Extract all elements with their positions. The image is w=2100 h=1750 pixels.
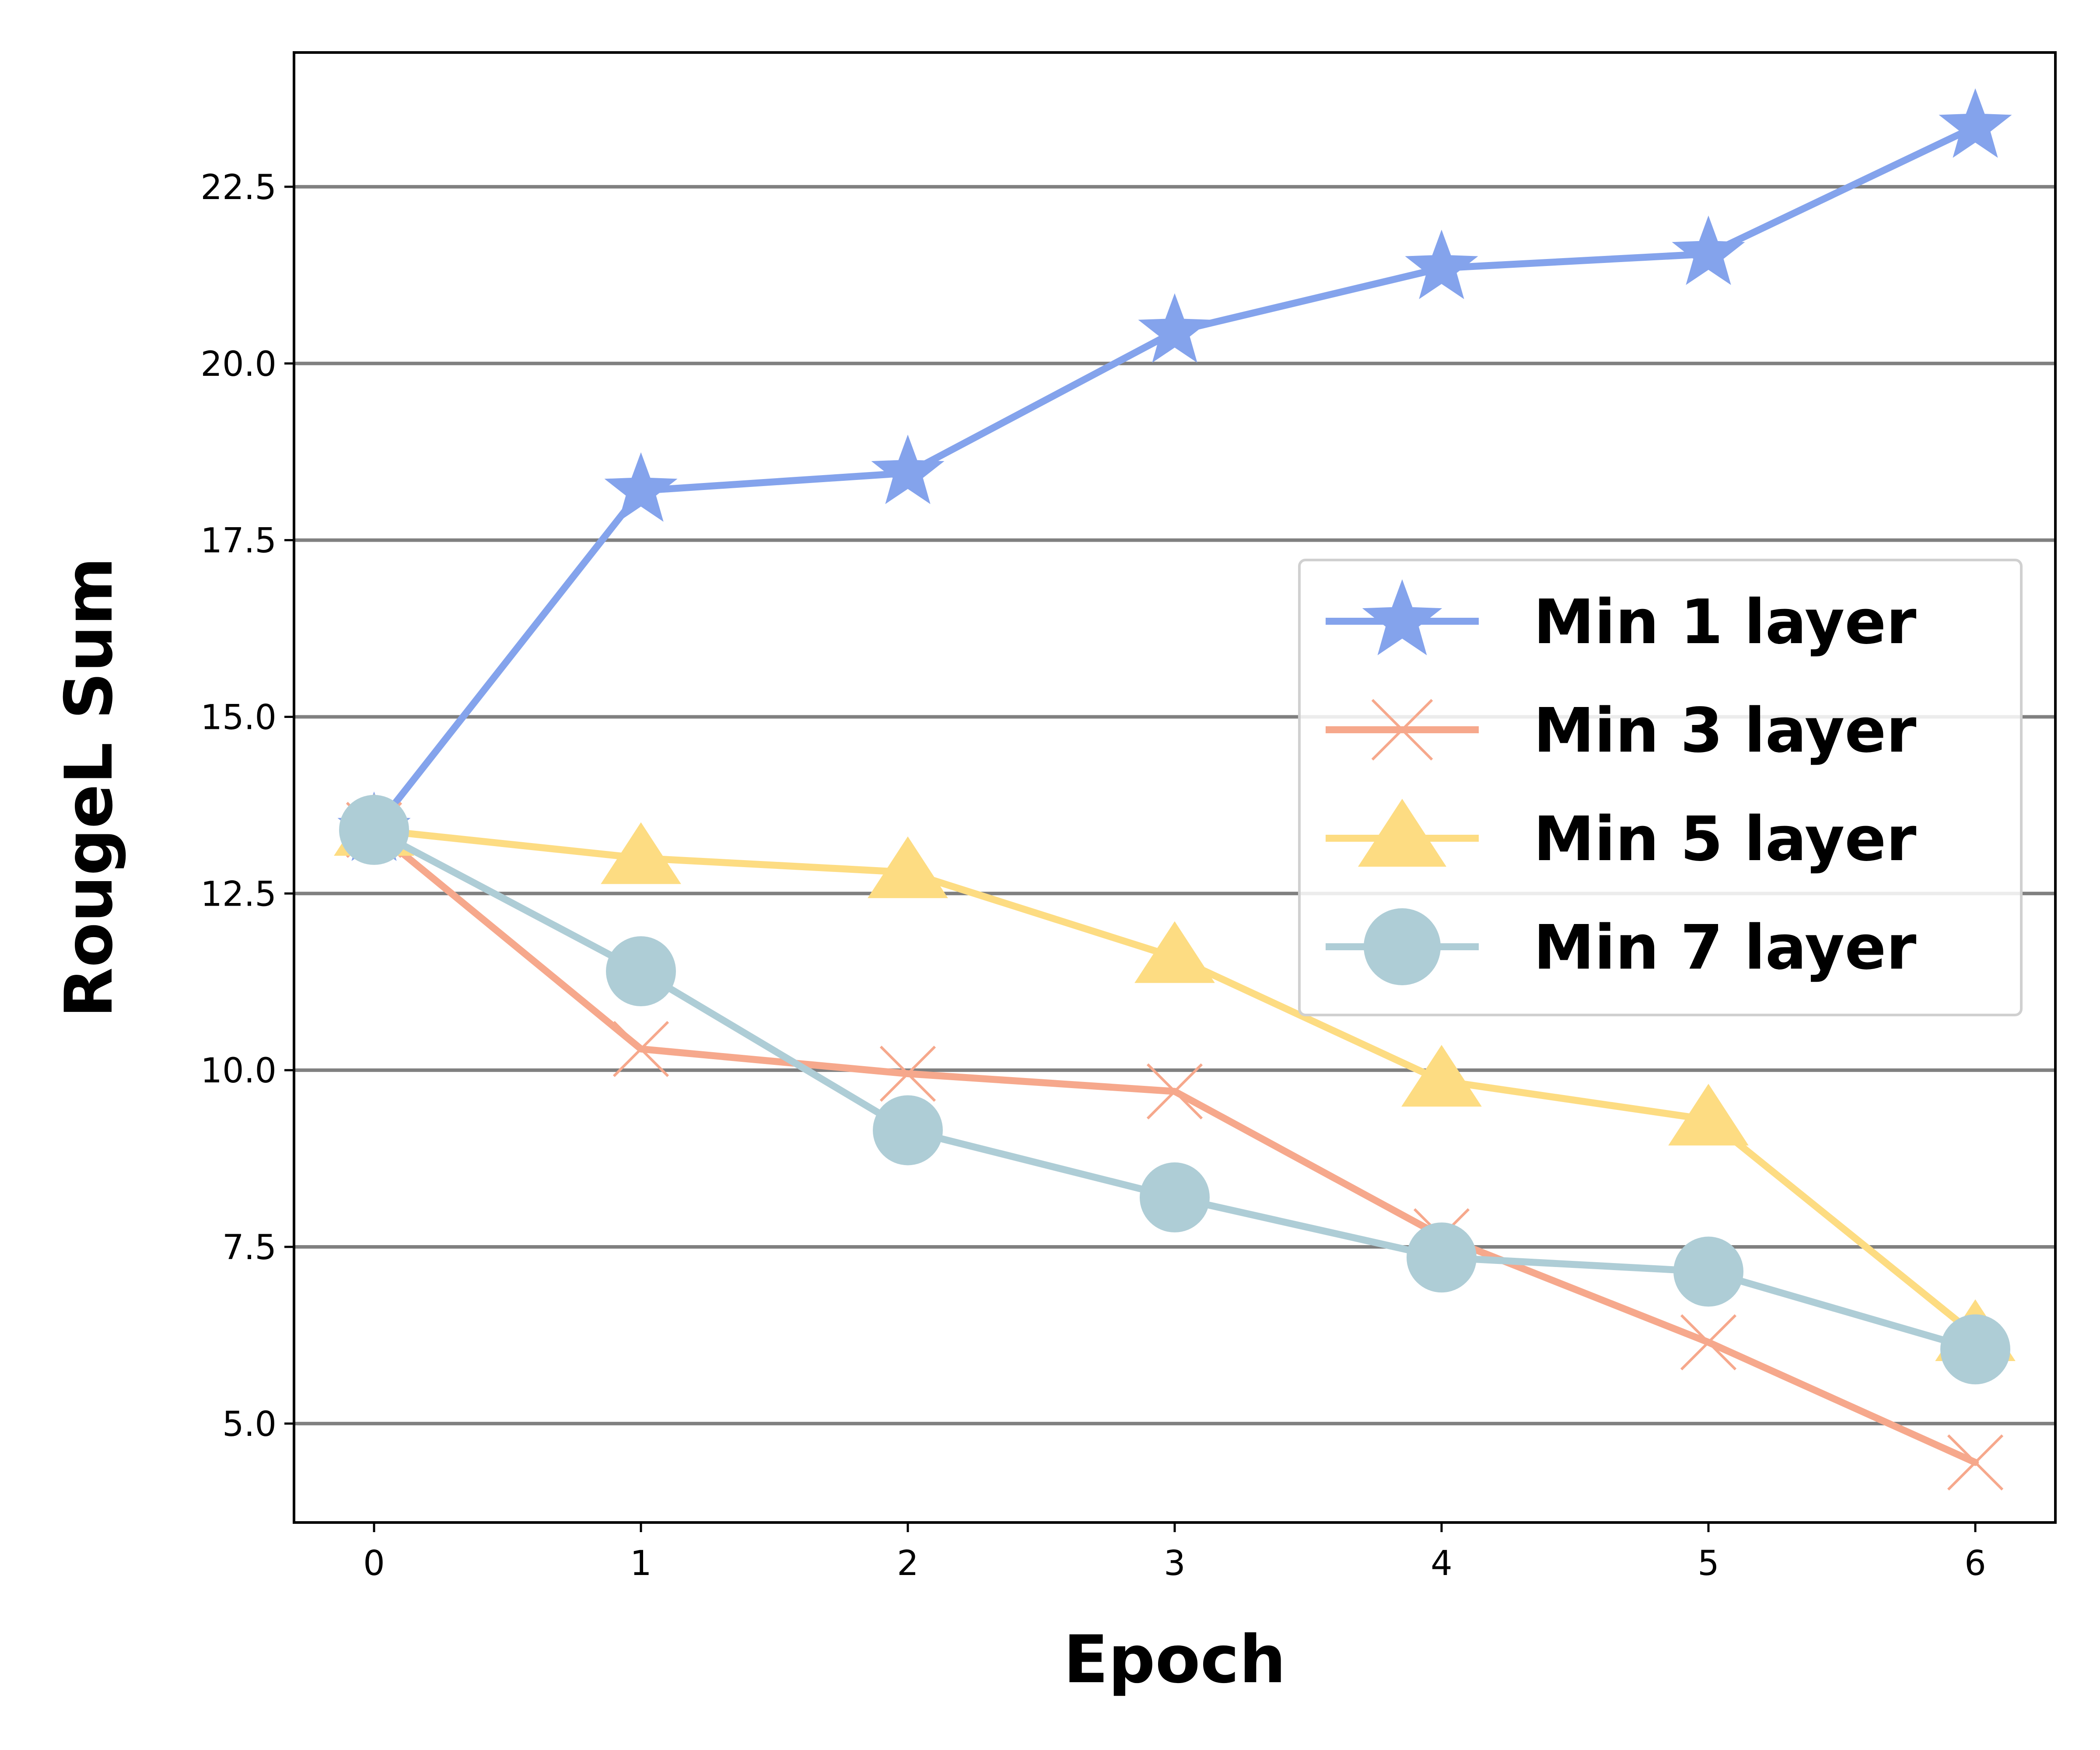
x-marker-stroke (1680, 1314, 1737, 1371)
grid-lines (294, 185, 2055, 1425)
data-point (612, 1021, 669, 1077)
legend-swatch-marker (1364, 908, 1441, 985)
legend-entry: Min 3 layer (1326, 695, 1916, 766)
x-marker-stroke (1146, 1063, 1203, 1120)
x-tick-label: 2 (897, 1544, 919, 1583)
data-point (601, 822, 681, 884)
x-tick-label: 6 (1964, 1544, 1986, 1583)
data-point (1138, 293, 1211, 363)
y-tick-label: 20.0 (200, 345, 276, 384)
y-tick-label: 10.0 (200, 1051, 276, 1091)
data-point (868, 836, 948, 898)
legend-swatch-marker (1358, 798, 1447, 867)
data-point (873, 1095, 943, 1166)
data-point (1940, 1314, 2010, 1385)
legend-entry: Min 7 layer (1326, 908, 1916, 985)
data-point (1947, 1434, 2004, 1491)
data-point (606, 936, 676, 1006)
x-tick-label: 3 (1164, 1544, 1186, 1583)
x-tick-label: 1 (630, 1544, 652, 1583)
legend-swatch-marker (1362, 579, 1442, 655)
x-tick-label: 4 (1431, 1544, 1452, 1583)
data-point (1401, 1045, 1482, 1107)
legend: Min 1 layer Min 3 layer Min 5 layer Min 7 l… (1298, 559, 2023, 1016)
legend-entry: Min 5 layer (1326, 798, 1916, 875)
data-point (879, 1046, 936, 1102)
data-point (1680, 1314, 1737, 1371)
axis-ticks: 5.0 7.5 10.0 12.5 15.0 17.5 20.0 22.5 0 1 2 3 4 5 6 (200, 168, 1986, 1583)
y-tick-label: 22.5 (200, 168, 276, 207)
data-point (339, 794, 409, 865)
data-point (1407, 1222, 1477, 1293)
y-tick-label: 15.0 (200, 698, 276, 737)
x-tick-label: 0 (363, 1544, 385, 1583)
y-axis-label: RougeL Sum (51, 557, 127, 1018)
data-point (604, 452, 678, 522)
series-4 (339, 794, 2010, 1385)
x-marker-stroke (879, 1046, 936, 1102)
y-tick-label: 5.0 (222, 1405, 276, 1444)
legend-box (1298, 559, 2023, 1016)
x-marker-stroke (612, 1021, 669, 1077)
legend-label: Min 3 layer (1533, 695, 1916, 766)
x-axis-label: Epoch (1064, 1622, 1286, 1698)
x-tick-label: 5 (1698, 1544, 1719, 1583)
data-point (1134, 921, 1215, 983)
data-point (871, 434, 945, 504)
data-point (1673, 1236, 1743, 1307)
legend-entry: Min 1 layer (1326, 579, 1916, 658)
data-point (1405, 229, 1478, 299)
y-tick-label: 12.5 (200, 875, 276, 914)
data-point (1668, 1084, 1749, 1146)
y-tick-label: 7.5 (222, 1228, 276, 1267)
data-point (1672, 215, 1745, 285)
x-marker-stroke (1371, 699, 1433, 761)
legend-label: Min 7 layer (1533, 912, 1916, 984)
legend-label: Min 5 layer (1533, 804, 1916, 875)
y-tick-label: 17.5 (200, 522, 276, 561)
legend-swatch-marker (1371, 699, 1433, 761)
series-layer (334, 88, 2016, 1491)
series-1 (337, 88, 2012, 861)
data-point (1939, 88, 2012, 158)
data-point (1146, 1063, 1203, 1120)
x-marker-stroke (1947, 1434, 2004, 1491)
legend-label: Min 1 layer (1533, 587, 1916, 658)
data-point (1140, 1162, 1210, 1232)
